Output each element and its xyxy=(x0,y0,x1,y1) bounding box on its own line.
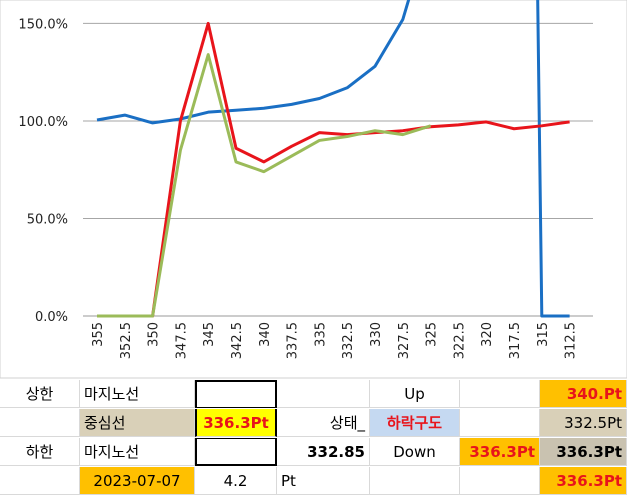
cell xyxy=(195,380,277,408)
x-tick-label: 325 xyxy=(425,322,440,347)
cell: 중심선 xyxy=(80,409,195,437)
cell: 336.3Pt xyxy=(540,438,627,466)
x-tick-label: 320 xyxy=(480,322,495,347)
x-tick-label: 330 xyxy=(369,322,384,347)
x-tick-label: 312.5 xyxy=(564,322,579,359)
chart-area xyxy=(0,0,627,379)
cell: 340.Pt xyxy=(540,380,627,408)
cell: 336.3Pt xyxy=(540,467,627,495)
cell xyxy=(460,409,540,437)
cell: 2023-07-07 xyxy=(80,467,195,495)
cell: 상태_ xyxy=(277,409,370,437)
cell: 332.85 xyxy=(277,438,370,466)
y-tick-label: 100.0% xyxy=(18,115,68,130)
sheet: 상한 마지노선 Up 340.Pt 중심선 336.3Pt 상태_ 하락구도 332.5Pt 하한… xyxy=(0,380,627,500)
chart: 0.0% 50.0% 100.0% 150.0% 355 352.5 350 347.5 345… xyxy=(0,0,627,379)
cell: Pt xyxy=(277,467,370,495)
cell xyxy=(370,467,460,495)
cell: 332.5Pt xyxy=(540,409,627,437)
x-tick-label: 350 xyxy=(147,322,162,347)
cell xyxy=(460,380,540,408)
x-tick-label: 337.5 xyxy=(286,322,301,359)
x-tick-label: 327.5 xyxy=(397,322,412,359)
x-tick-label: 322.5 xyxy=(452,322,467,359)
x-tick-label: 342.5 xyxy=(230,322,245,359)
x-tick-label: 335 xyxy=(313,322,328,347)
cell: 하락구도 xyxy=(370,409,460,437)
y-tick-label: 150.0% xyxy=(18,17,68,32)
cell xyxy=(277,380,370,408)
cell xyxy=(0,409,80,437)
cell: Down xyxy=(370,438,460,466)
series-line xyxy=(97,21,570,318)
y-tick-label: 50.0% xyxy=(27,212,68,227)
cell: Up xyxy=(370,380,460,408)
plot xyxy=(96,0,570,318)
x-tick-label: 340 xyxy=(258,322,273,347)
cell: 상한 xyxy=(0,380,80,408)
x-tick-label: 345 xyxy=(202,322,217,347)
cell: 336.3Pt xyxy=(460,438,540,466)
series-line xyxy=(96,0,570,318)
cell: 마지노선 xyxy=(80,380,195,408)
cell xyxy=(0,467,80,495)
cell: 4.2 xyxy=(195,467,277,495)
cell: 마지노선 xyxy=(80,438,195,466)
x-tick-label: 315 xyxy=(536,322,551,347)
x-tick-label: 352.5 xyxy=(119,322,134,359)
cell: 336.3Pt xyxy=(195,409,277,437)
cell: 하한 xyxy=(0,438,80,466)
x-tick-label: 317.5 xyxy=(508,322,523,359)
series-line xyxy=(97,53,432,318)
x-tick-label: 347.5 xyxy=(174,322,189,359)
cell xyxy=(460,467,540,495)
y-tick-label: 0.0% xyxy=(35,310,68,325)
x-tick-label: 332.5 xyxy=(341,322,356,359)
cell xyxy=(195,438,277,466)
x-tick-label: 355 xyxy=(91,322,106,347)
